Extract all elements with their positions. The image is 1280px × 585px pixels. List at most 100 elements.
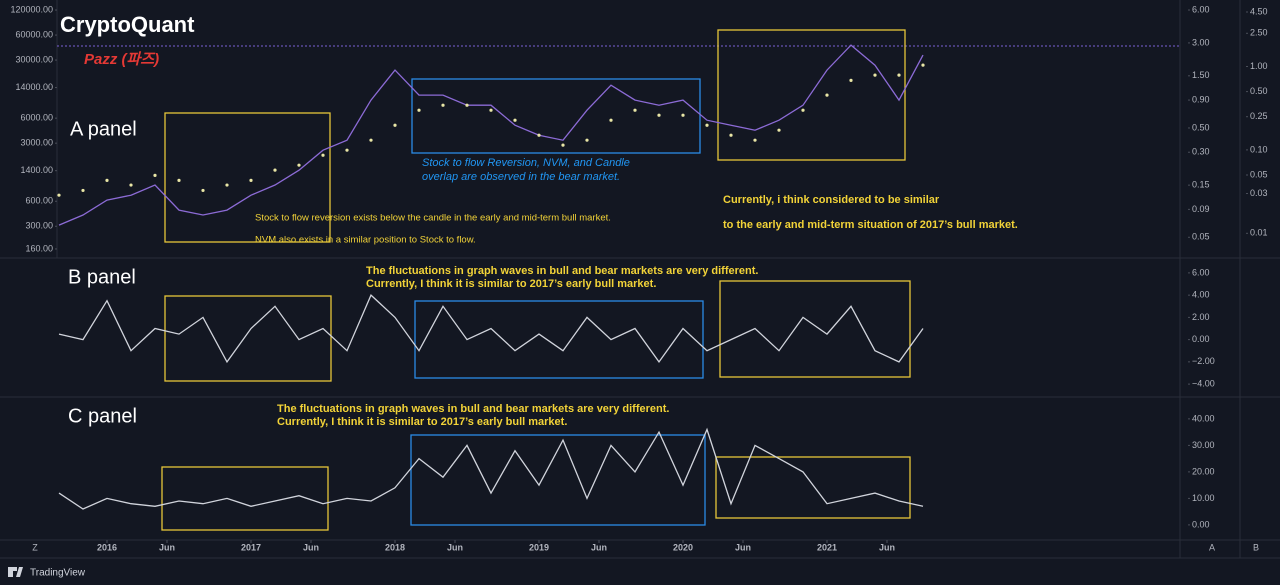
annotation-box bbox=[715, 456, 911, 519]
x-tick-label: 2021 bbox=[817, 542, 837, 552]
y-tick-label: 0.01 bbox=[1250, 228, 1268, 238]
data-dot bbox=[921, 63, 925, 67]
data-dot bbox=[633, 108, 637, 112]
author: Pazz (파즈) bbox=[84, 51, 159, 68]
annotation-box bbox=[411, 78, 701, 154]
y-tick-label: 4.00 bbox=[1192, 290, 1210, 300]
y-tick-label: 14000.00 bbox=[15, 82, 53, 92]
y-tick-label: 0.05 bbox=[1250, 169, 1268, 179]
y-tick-label: −4.00 bbox=[1192, 378, 1215, 388]
y-tick-label: 2.50 bbox=[1250, 28, 1268, 38]
data-dot bbox=[609, 118, 613, 122]
x-tick-label: 2016 bbox=[97, 542, 117, 552]
annotation: Currently, I think it is similar to 2017… bbox=[277, 416, 567, 428]
annotation-box bbox=[414, 300, 704, 379]
y-tick-label: 10.00 bbox=[1192, 493, 1215, 503]
data-dot bbox=[873, 73, 877, 77]
data-dot bbox=[489, 108, 493, 112]
y-tick-label: 6.00 bbox=[1192, 267, 1210, 277]
y-tick-label: 60000.00 bbox=[15, 29, 53, 39]
data-dot bbox=[369, 138, 373, 142]
y-tick-label: 3000.00 bbox=[20, 138, 53, 148]
data-dot bbox=[729, 133, 733, 137]
data-dot bbox=[897, 73, 901, 77]
brand: CryptoQuant bbox=[60, 12, 195, 37]
data-dot bbox=[441, 103, 445, 107]
y-tick-label: 0.50 bbox=[1192, 122, 1210, 132]
data-dot bbox=[201, 188, 205, 193]
y-tick-label: 160.00 bbox=[25, 243, 53, 253]
y-tick-label: 0.30 bbox=[1192, 147, 1210, 157]
x-tick-label: 2019 bbox=[529, 542, 549, 552]
scale-button[interactable]: A bbox=[1209, 542, 1215, 552]
marks bbox=[57, 44, 925, 510]
y-tick-label: 6.00 bbox=[1192, 4, 1210, 14]
scale-button[interactable]: B bbox=[1253, 542, 1259, 552]
scale-button[interactable]: Z bbox=[32, 542, 38, 552]
annotation: overlap are observed in the bear market. bbox=[422, 171, 620, 183]
data-dot bbox=[657, 113, 661, 117]
y-tick-label: 0.05 bbox=[1192, 232, 1210, 242]
data-dot bbox=[345, 148, 349, 152]
annotation-box bbox=[410, 434, 706, 526]
annotation-box bbox=[161, 466, 329, 531]
data-line bbox=[58, 293, 924, 364]
y-tick-label: 0.00 bbox=[1192, 519, 1210, 529]
data-dot bbox=[417, 108, 421, 112]
x-tick-label: Jun bbox=[447, 542, 463, 552]
data-dot bbox=[153, 173, 157, 177]
y-tick-label: 600.00 bbox=[25, 196, 53, 206]
y-tick-label: 0.09 bbox=[1192, 204, 1210, 214]
data-dot bbox=[273, 168, 277, 172]
y-tick-label: 120000.00 bbox=[10, 4, 53, 14]
data-dot bbox=[753, 138, 757, 142]
x-tick-label: Jun bbox=[159, 542, 175, 552]
y-tick-label: 1.50 bbox=[1192, 70, 1210, 80]
x-tick-label: Jun bbox=[735, 542, 751, 552]
x-tick-label: 2020 bbox=[673, 542, 693, 552]
y-tick-label: 30000.00 bbox=[15, 54, 53, 64]
data-line bbox=[58, 427, 924, 510]
data-dot bbox=[585, 138, 589, 142]
data-dot bbox=[849, 78, 853, 82]
platform-name[interactable]: TradingView bbox=[30, 568, 86, 579]
data-dot bbox=[321, 153, 325, 157]
annotation: The fluctuations in graph waves in bull … bbox=[277, 403, 669, 415]
y-tick-label: 0.90 bbox=[1192, 94, 1210, 104]
data-dot bbox=[513, 118, 517, 122]
y-tick-label: 30.00 bbox=[1192, 440, 1215, 450]
data-dot bbox=[57, 193, 61, 197]
data-dot bbox=[105, 178, 109, 182]
y-tick-label: 0.03 bbox=[1250, 188, 1268, 198]
data-dot bbox=[777, 128, 781, 132]
y-tick-label: 3.00 bbox=[1192, 37, 1210, 47]
data-dot bbox=[129, 183, 133, 187]
data-dot bbox=[705, 123, 709, 127]
x-tick-label: Jun bbox=[591, 542, 607, 552]
y-tick-label: 40.00 bbox=[1192, 413, 1215, 423]
data-dot bbox=[249, 178, 253, 182]
y-tick-label: 1.00 bbox=[1250, 61, 1268, 71]
data-dot bbox=[81, 188, 85, 193]
y-tick-label: −2.00 bbox=[1192, 356, 1215, 366]
data-dot bbox=[297, 163, 301, 167]
annotation: The fluctuations in graph waves in bull … bbox=[366, 265, 758, 277]
annotation: Currently, I think it is similar to 2017… bbox=[366, 278, 656, 290]
annotation: to the early and mid-term situation of 2… bbox=[723, 219, 1018, 231]
y-tick-label: 0.15 bbox=[1192, 180, 1210, 190]
y-tick-label: 1400.00 bbox=[20, 165, 53, 175]
data-dot bbox=[177, 178, 181, 182]
y-tick-label: 0.25 bbox=[1250, 111, 1268, 121]
platform-logo bbox=[8, 567, 23, 577]
annotation-box bbox=[719, 280, 911, 378]
annotation: NVM also exists in a similar position to… bbox=[255, 235, 476, 246]
annotation-box bbox=[164, 112, 331, 243]
panel-title: A panel bbox=[70, 118, 137, 140]
data-dot bbox=[393, 123, 397, 127]
data-dot bbox=[801, 108, 805, 112]
y-tick-label: 0.00 bbox=[1192, 334, 1210, 344]
y-tick-label: 20.00 bbox=[1192, 466, 1215, 476]
data-dot bbox=[825, 93, 829, 97]
